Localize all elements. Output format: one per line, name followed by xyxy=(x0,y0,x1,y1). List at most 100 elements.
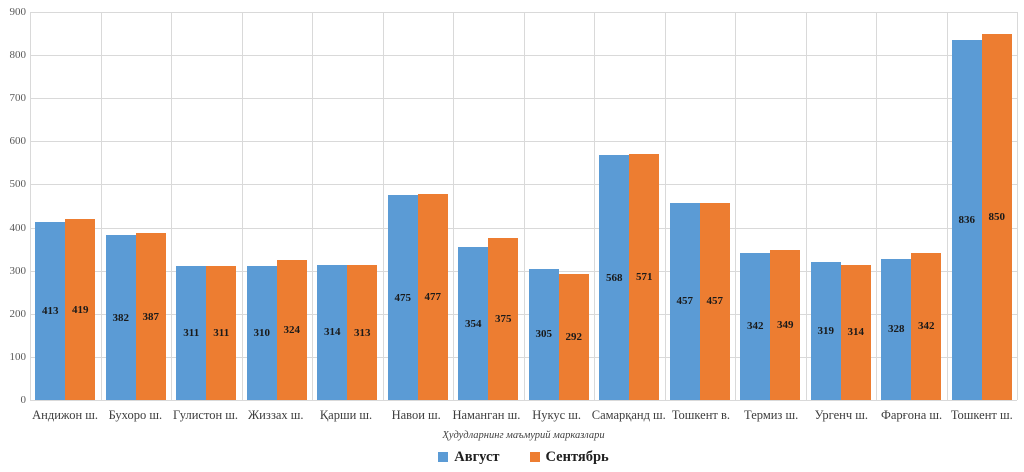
bar-august: 836 xyxy=(951,39,982,400)
bar-september: 850 xyxy=(981,33,1012,400)
bar-value-label: 324 xyxy=(283,324,301,337)
bar-value-label: 342 xyxy=(747,320,764,333)
bar-value-label: 477 xyxy=(424,291,442,304)
y-axis-tick-label: 800 xyxy=(9,49,27,62)
bar-value-label: 457 xyxy=(676,295,694,308)
x-axis-category-label: Ургенч ш. xyxy=(814,408,869,422)
bar-value-label: 305 xyxy=(535,328,553,341)
bar-september: 571 xyxy=(629,153,660,400)
y-axis-tick-label: 400 xyxy=(9,221,27,234)
x-axis-category-label: Термиз ш. xyxy=(744,408,799,422)
bar-august: 305 xyxy=(528,268,559,400)
bar-group: 413 419 xyxy=(30,12,101,400)
bar-september: 419 xyxy=(65,219,96,400)
legend-label: Август xyxy=(454,448,500,465)
bar-group: 354 375 xyxy=(453,12,524,400)
bar-august: 354 xyxy=(458,247,489,400)
bar-august: 413 xyxy=(35,221,66,400)
bar-september: 477 xyxy=(417,194,448,400)
legend-item-august: Август xyxy=(438,448,500,466)
legend-item-september: Сентябрь xyxy=(529,449,609,466)
gridline-vertical xyxy=(946,12,948,400)
bar-august: 382 xyxy=(105,235,136,400)
bar-value-label: 475 xyxy=(394,291,412,304)
bar-value-label: 850 xyxy=(988,210,1006,223)
bar-value-label: 571 xyxy=(636,270,653,283)
bar-september: 292 xyxy=(558,274,589,400)
x-axis-category-label: Тошкент в. xyxy=(671,408,731,422)
bar-value-label: 568 xyxy=(606,271,623,284)
bar-value-label: 413 xyxy=(42,304,59,317)
bar-group: 836 850 xyxy=(947,12,1018,400)
gridline-vertical xyxy=(1017,12,1018,400)
bar-group: 475 477 xyxy=(383,12,454,400)
bar-value-label: 375 xyxy=(495,313,512,326)
bar-group: 457 457 xyxy=(665,12,736,400)
bar-august: 457 xyxy=(669,202,700,400)
bar-value-label: 311 xyxy=(213,326,230,339)
y-axis-tick-label: 900 xyxy=(9,6,27,18)
bar-value-label: 836 xyxy=(958,213,976,226)
gridline-vertical xyxy=(664,12,666,400)
bar-group: 314 313 xyxy=(312,12,383,400)
bar-group: 310 324 xyxy=(242,12,313,400)
bar-august: 342 xyxy=(740,252,771,400)
x-axis-category-label: Фарғона ш. xyxy=(880,408,943,422)
bar-value-label: 314 xyxy=(324,326,341,339)
bar-value-label: 419 xyxy=(72,303,89,316)
bar-value-label: 319 xyxy=(817,325,835,338)
y-axis-tick-label: 600 xyxy=(9,135,27,148)
bar-value-label: 313 xyxy=(354,326,371,339)
x-axis-category-label: Жиззах ш. xyxy=(247,408,304,422)
x-axis-category-label: Бухоро ш. xyxy=(108,408,163,422)
bar-value-label: 382 xyxy=(112,311,130,324)
gridline-vertical xyxy=(171,12,172,400)
y-axis-tick-label: 300 xyxy=(9,264,27,277)
gridline-vertical xyxy=(312,12,313,400)
bar-august: 319 xyxy=(810,262,841,400)
legend-swatch-icon xyxy=(529,452,540,462)
bar-value-label: 354 xyxy=(465,317,482,330)
bar-august: 328 xyxy=(881,258,912,400)
legend-swatch-icon xyxy=(438,452,449,462)
bar-value-label: 387 xyxy=(142,310,160,323)
gridline-vertical xyxy=(30,12,31,400)
bar-group: 311 311 xyxy=(171,12,242,400)
x-axis-category-label: Гулистон ш. xyxy=(173,408,239,422)
y-axis-tick-label: 700 xyxy=(9,92,27,105)
bar-group: 319 314 xyxy=(806,12,877,400)
bar-value-label: 310 xyxy=(253,327,271,340)
gridline-vertical xyxy=(453,12,454,400)
gridline-vertical xyxy=(382,12,384,400)
y-axis-tick-label: 100 xyxy=(9,350,27,363)
bar-august: 568 xyxy=(599,155,630,400)
y-axis-tick-label: 500 xyxy=(9,178,27,191)
bar-september: 457 xyxy=(699,202,730,400)
x-axis: Андижон ш. Бухоро ш. Гулистон ш. Жиззах ш. Қ… xyxy=(30,406,1017,424)
x-axis-category-label: Тошкент ш. xyxy=(950,408,1013,422)
x-axis-category-label: Қарши ш. xyxy=(319,408,373,422)
x-axis-category-label: Наманган ш. xyxy=(452,408,521,422)
bar-value-label: 457 xyxy=(706,295,724,308)
plot-area: 413 419 382 387 311 311 310 324 314 313 475 477 354 3… xyxy=(30,12,1018,401)
gridline-vertical xyxy=(876,12,877,400)
bar-group: 342 349 xyxy=(735,12,806,400)
bar-value-label: 311 xyxy=(183,326,200,339)
bar-august: 310 xyxy=(246,266,277,400)
bar-group: 568 571 xyxy=(594,12,665,400)
x-axis-category-label: Навои ш. xyxy=(391,408,441,422)
bar-september: 387 xyxy=(135,233,166,400)
bar-group: 328 342 xyxy=(876,12,947,400)
x-axis-category-label: Андижон ш. xyxy=(32,408,99,422)
bar-september: 311 xyxy=(206,265,237,400)
gridline-vertical xyxy=(523,12,525,400)
x-axis-category-label: Нукус ш. xyxy=(532,408,582,422)
bar-august: 314 xyxy=(317,264,348,400)
y-axis-tick-label: 200 xyxy=(9,307,27,320)
bar-value-label: 349 xyxy=(777,318,794,331)
bar-september: 313 xyxy=(347,265,378,400)
gridline-vertical xyxy=(805,12,807,400)
bar-value-label: 314 xyxy=(847,326,865,339)
gridline-vertical xyxy=(735,12,736,400)
